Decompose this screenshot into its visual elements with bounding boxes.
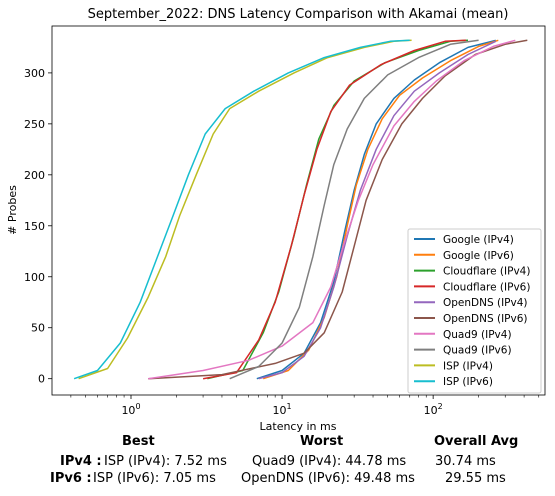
series-line <box>73 39 410 380</box>
y-tick-label: 100 <box>24 271 45 284</box>
legend-label: OpenDNS (IPv4) <box>443 297 528 309</box>
x-tick-label: 101 <box>273 402 292 417</box>
series-line <box>78 39 412 380</box>
legend-label: Quad9 (IPv6) <box>443 345 512 357</box>
summary-table: Best Worst Overall Avg IPv4 : ISP (IPv4)… <box>0 432 555 496</box>
legend-label: Cloudflare (IPv6) <box>443 281 530 293</box>
legend-label: OpenDNS (IPv6) <box>443 313 528 325</box>
x-tick-exponent: 1 <box>287 402 292 411</box>
series-lines <box>73 39 528 380</box>
x-tick-exponent: 2 <box>438 402 443 411</box>
ipv4-best-value: ISP (IPv4): 7.52 ms <box>104 454 227 469</box>
chart-title: September_2022: DNS Latency Comparison w… <box>88 7 509 22</box>
x-tick-label: 100 <box>121 402 140 417</box>
series-line <box>207 39 469 380</box>
y-tick-label: 50 <box>31 322 45 335</box>
y-tick-label: 200 <box>24 169 45 182</box>
ipv6-row-label: IPv6 : <box>50 471 92 486</box>
ipv6-overall-value: 29.55 ms <box>445 471 506 486</box>
x-tick-exponent: 0 <box>135 402 140 411</box>
ipv6-best-value: ISP (IPv6): 7.05 ms <box>93 471 216 486</box>
legend-label: Google (IPv6) <box>443 250 514 262</box>
y-tick-label: 250 <box>24 118 45 131</box>
x-tick-label: 102 <box>424 402 443 417</box>
x-axis-label: Latency in ms <box>260 420 337 432</box>
series-line <box>256 39 496 380</box>
legend-label: ISP (IPv6) <box>443 376 493 388</box>
series-line <box>148 39 528 380</box>
series-line <box>148 39 516 380</box>
ipv6-worst-value: OpenDNS (IPv6): 49.48 ms <box>241 471 415 486</box>
worst-header: Worst <box>300 434 344 449</box>
series-line <box>202 39 467 380</box>
y-tick-label: 0 <box>38 373 45 386</box>
best-header: Best <box>122 434 155 449</box>
y-axis-label: # Probes <box>6 185 19 235</box>
legend-label: ISP (IPv4) <box>443 360 493 372</box>
ipv4-row-label: IPv4 : <box>60 454 102 469</box>
series-line <box>229 39 479 380</box>
legend-label: Quad9 (IPv4) <box>443 329 512 341</box>
ipv4-overall-value: 30.74 ms <box>435 454 496 469</box>
legend-box <box>407 228 542 394</box>
y-tick-label: 300 <box>24 67 45 80</box>
legend: Google (IPv4) Google (IPv6) Cloudflare (IP… <box>407 228 542 394</box>
legend-label: Google (IPv4) <box>443 234 514 246</box>
latency-chart: September_2022: DNS Latency Comparison w… <box>6 7 546 433</box>
overall-avg-header: Overall Avg <box>434 434 519 449</box>
legend-label: Cloudflare (IPv4) <box>443 266 530 278</box>
y-tick-label: 150 <box>24 220 45 233</box>
ipv4-worst-value: Quad9 (IPv4): 44.78 ms <box>252 454 407 469</box>
series-line <box>258 40 497 380</box>
